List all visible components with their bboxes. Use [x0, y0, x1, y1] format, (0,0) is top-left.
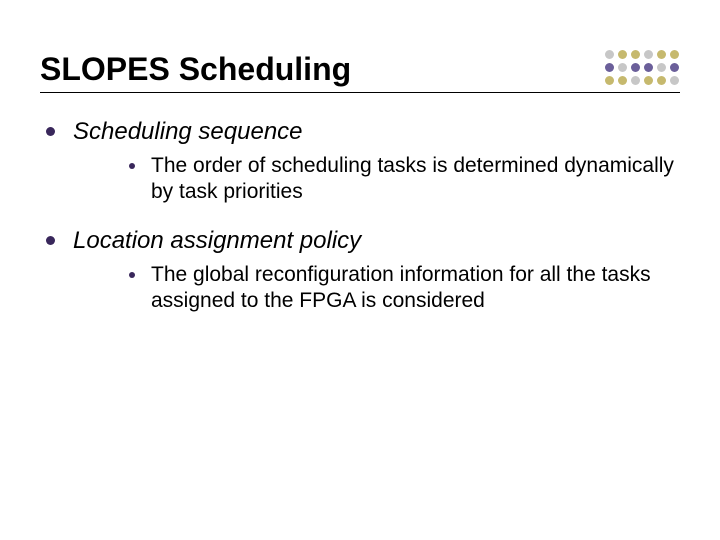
dot-icon — [605, 76, 614, 85]
dot-icon — [605, 63, 614, 72]
dot-icon — [657, 63, 666, 72]
dot-icon — [631, 63, 640, 72]
dot-icon — [618, 63, 627, 72]
dot-icon — [670, 63, 679, 72]
level2-label: The order of scheduling tasks is determi… — [151, 153, 680, 206]
dot-icon — [670, 50, 679, 59]
level1-item-body: Location assignment policy The global re… — [73, 226, 680, 329]
level2-item: The order of scheduling tasks is determi… — [73, 153, 680, 206]
dot-icon — [631, 50, 640, 59]
level2-list: The global reconfiguration information f… — [73, 262, 680, 315]
level2-item: The global reconfiguration information f… — [73, 262, 680, 315]
dot-icon — [644, 63, 653, 72]
level2-label: The global reconfiguration information f… — [151, 262, 680, 315]
level1-item: Location assignment policy The global re… — [40, 226, 680, 329]
bullet-icon — [129, 272, 135, 278]
bullet-icon — [129, 163, 135, 169]
dot-icon — [618, 50, 627, 59]
level1-label: Scheduling sequence — [73, 117, 680, 147]
level2-list: The order of scheduling tasks is determi… — [73, 153, 680, 206]
slide: SLOPES Scheduling Scheduling sequence Th… — [0, 0, 720, 540]
level1-label: Location assignment policy — [73, 226, 680, 256]
dot-icon — [644, 76, 653, 85]
dot-icon — [657, 76, 666, 85]
decorative-dot-grid — [605, 50, 680, 88]
content-area: Scheduling sequence The order of schedul… — [40, 93, 680, 328]
level1-item-body: Scheduling sequence The order of schedul… — [73, 117, 680, 220]
bullet-icon — [46, 236, 55, 245]
dot-icon — [657, 50, 666, 59]
slide-title: SLOPES Scheduling — [40, 51, 351, 88]
dot-icon — [605, 50, 614, 59]
level1-list: Scheduling sequence The order of schedul… — [40, 117, 680, 328]
dot-icon — [631, 76, 640, 85]
title-row: SLOPES Scheduling — [40, 50, 680, 93]
dot-icon — [670, 76, 679, 85]
dot-icon — [618, 76, 627, 85]
level1-item: Scheduling sequence The order of schedul… — [40, 117, 680, 220]
bullet-icon — [46, 127, 55, 136]
dot-icon — [644, 50, 653, 59]
